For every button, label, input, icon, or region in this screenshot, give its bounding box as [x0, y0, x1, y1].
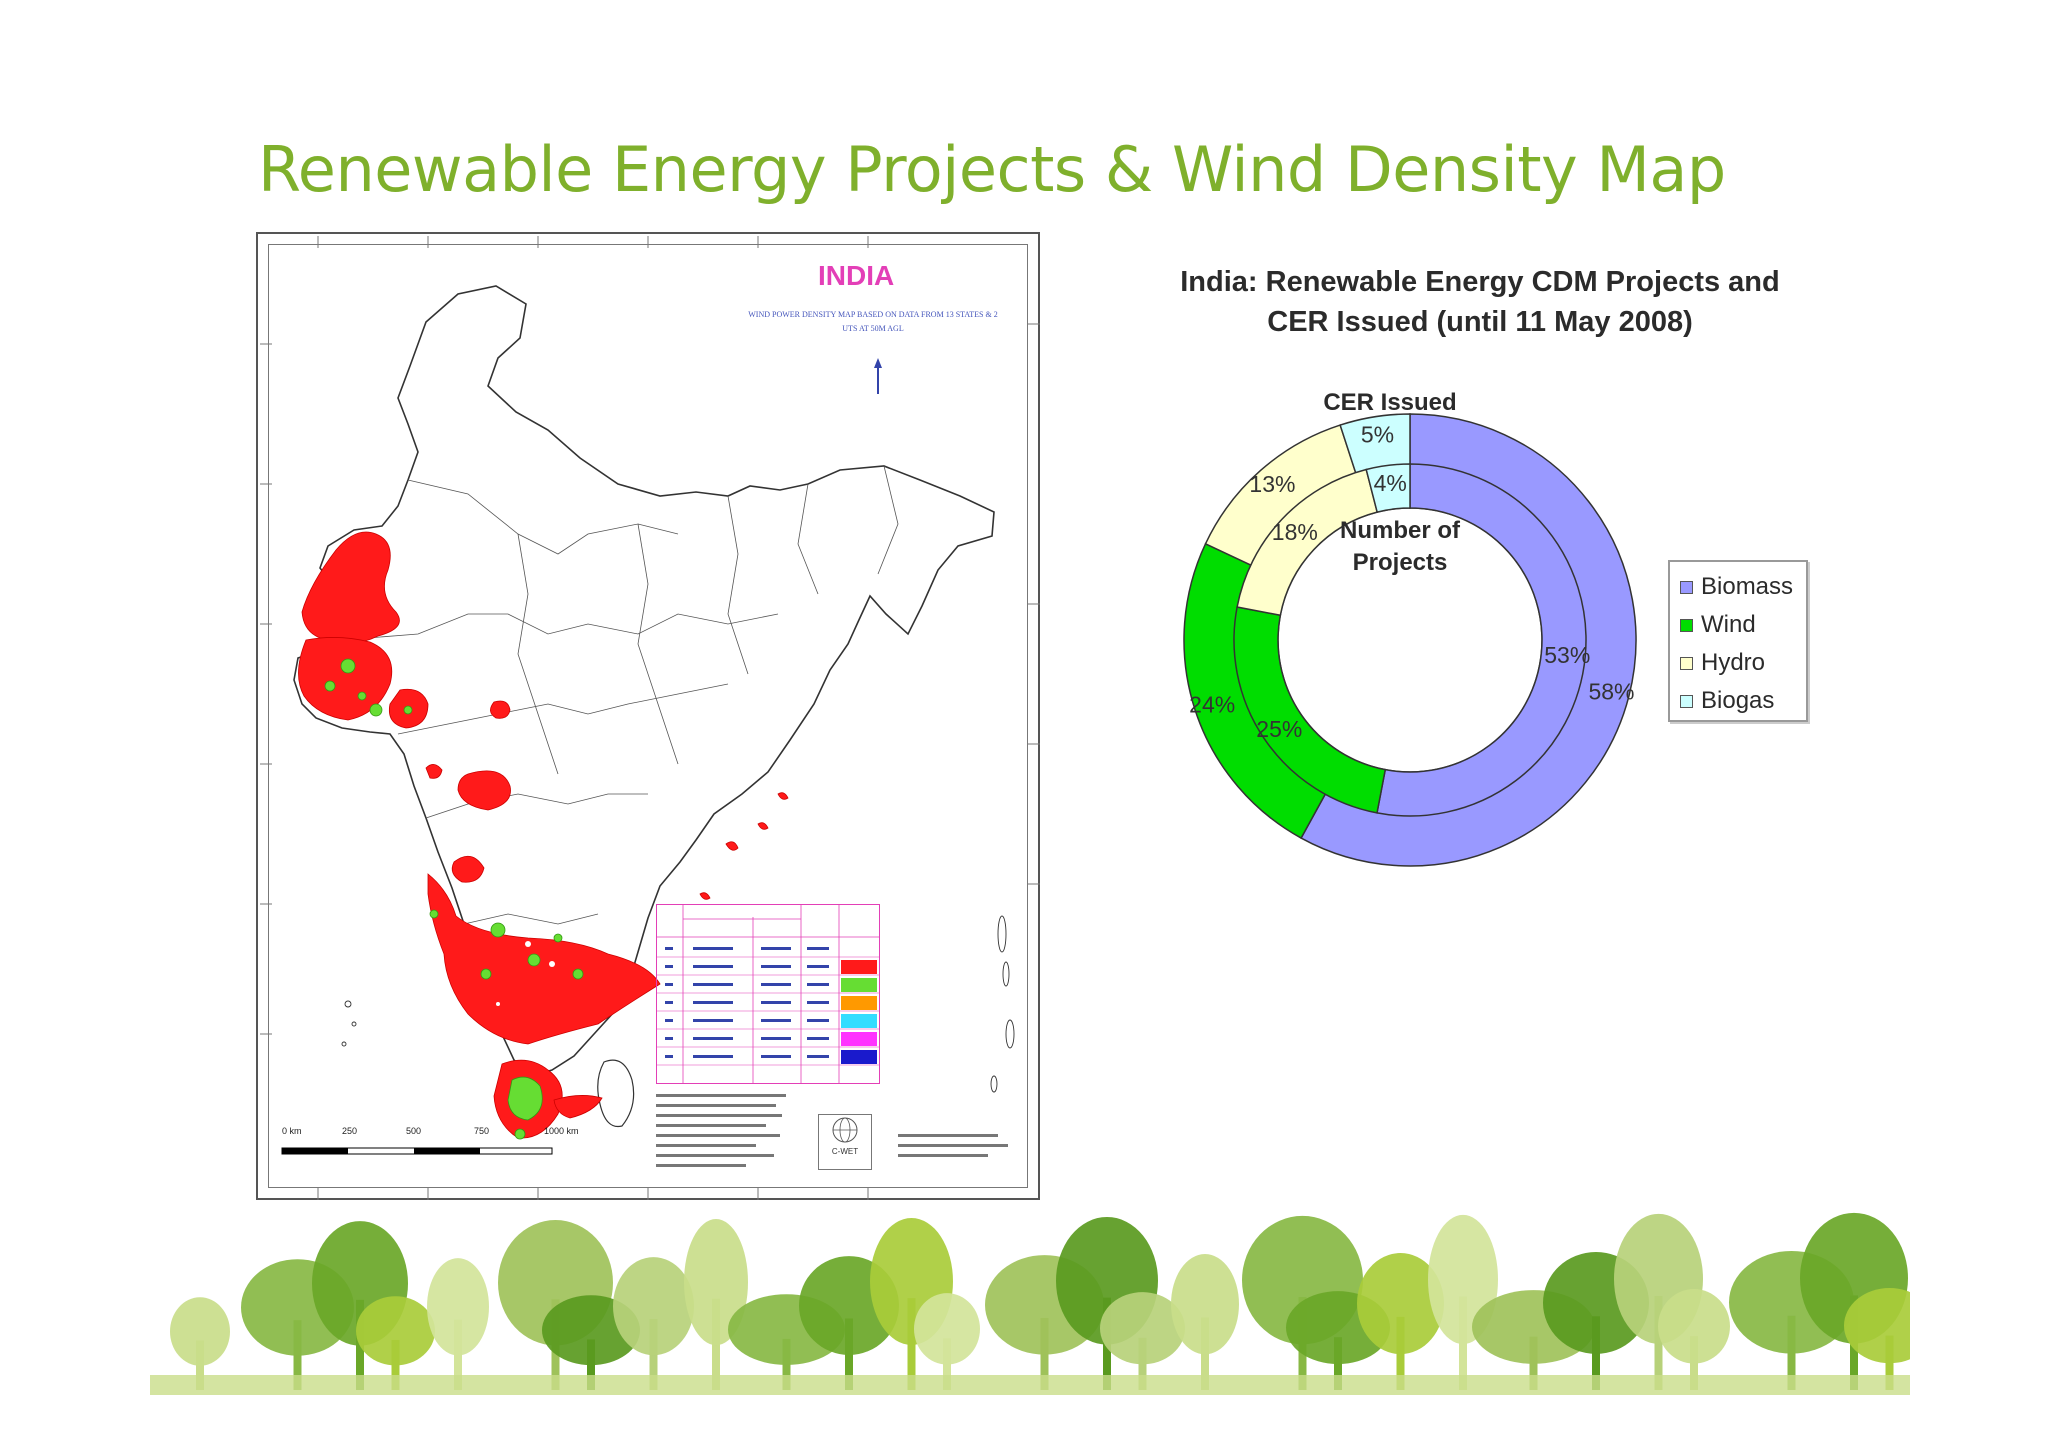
- legend-row-text: [693, 1037, 733, 1040]
- legend-row-text: [665, 965, 673, 968]
- grass-strip: [150, 1375, 1910, 1395]
- tree-icon: [1658, 1289, 1730, 1390]
- legend-item-wind: Wind: [1680, 608, 1756, 642]
- legend-item-hydro: Hydro: [1680, 646, 1765, 680]
- legend-swatch: [1680, 656, 1693, 670]
- chart-title-line: CER Issued (until 11 May 2008): [1267, 306, 1693, 338]
- slice-label: 53%: [1544, 642, 1590, 668]
- map-title: INDIA: [818, 260, 895, 291]
- legend-swatch: [1680, 618, 1693, 632]
- scale-label: 250: [342, 1126, 358, 1136]
- scale-label: 500: [406, 1126, 422, 1136]
- logo-text: C-WET: [831, 1147, 859, 1156]
- legend-row-text: [665, 983, 673, 986]
- legend-row-text: [693, 1055, 733, 1058]
- donut-chart: 58% 24% 13% 5% 53% 25% 18% 4% CER Issued Number…: [1183, 389, 1637, 867]
- legend-row-text: [665, 1001, 673, 1004]
- wind-class-swatch: [841, 978, 877, 992]
- legend-row-text: [761, 1019, 791, 1022]
- slice-label: 4%: [1374, 470, 1407, 496]
- legend-label: Wind: [1701, 611, 1756, 638]
- slice-label: 58%: [1588, 679, 1634, 705]
- legend-row-text: [693, 1019, 733, 1022]
- legend-label: Biomass: [1701, 573, 1794, 600]
- wind-class-swatch: [841, 1050, 877, 1064]
- legend-swatch: [1680, 694, 1693, 708]
- india-map-graphic: [260, 236, 1040, 1200]
- chart-legend: Biomass Wind Hydro Biogas: [1668, 560, 1808, 722]
- tree-silhouette-banner: [150, 1212, 1910, 1395]
- legend-row-text: [665, 1037, 673, 1040]
- legend-row-text: [693, 947, 733, 950]
- scale-label: 0 km: [282, 1126, 302, 1136]
- tree-icon: [1428, 1214, 1498, 1390]
- slice-label: 25%: [1256, 716, 1302, 742]
- tree-icon: [1844, 1288, 1910, 1390]
- donut-slice-biogas-inner: [1365, 463, 1411, 514]
- legend-row-text: [761, 1037, 791, 1040]
- inner-ring-label-line: Number of: [1340, 517, 1461, 544]
- tree-icon: [1171, 1254, 1239, 1390]
- slice-label: 24%: [1189, 691, 1235, 717]
- legend-item-biomass: Biomass: [1680, 570, 1793, 604]
- wind-class-swatch: [841, 1032, 877, 1046]
- slice-label: 5%: [1361, 422, 1394, 448]
- tree-icon: [1100, 1292, 1185, 1390]
- legend-row-text: [761, 947, 791, 950]
- donut-slice-biomass-inner: [1376, 463, 1587, 817]
- slice-label: 13%: [1249, 471, 1295, 497]
- legend-row-text: [807, 1055, 829, 1058]
- inner-ring-label-line: Projects: [1353, 549, 1448, 576]
- tree-icon: [356, 1296, 435, 1390]
- scale-label: 750: [474, 1126, 490, 1136]
- outer-ring-label: CER Issued: [1323, 389, 1456, 416]
- country-outline: [293, 285, 995, 1077]
- slide-title: Renewable Energy Projects & Wind Density…: [258, 133, 1726, 206]
- legend-row-text: [761, 1055, 791, 1058]
- legend-label: Biogas: [1701, 687, 1775, 714]
- slice-label: 18%: [1272, 519, 1318, 545]
- legend-row-text: [665, 947, 673, 950]
- chart-title: India: Renewable Energy CDM Projects and…: [1100, 262, 1860, 342]
- legend-item-biogas: Biogas: [1680, 684, 1774, 718]
- cwet-logo: C-WET: [818, 1114, 872, 1170]
- wind-class-swatch: [841, 996, 877, 1010]
- globe-icon: [832, 1117, 858, 1143]
- tree-icon: [613, 1257, 694, 1390]
- chart-title-line: India: Renewable Energy CDM Projects and: [1180, 266, 1780, 298]
- legend-row-text: [665, 1019, 673, 1022]
- legend-row-text: [807, 983, 829, 986]
- legend-row-text: [693, 1001, 733, 1004]
- legend-swatch: [1680, 580, 1693, 594]
- tree-icon: [170, 1297, 230, 1390]
- wind-density-map: INDIA WIND POWER DENSITY MAP BASED ON DA…: [256, 232, 1040, 1200]
- scale-label: 1000 km: [544, 1126, 579, 1136]
- wind-class-swatch: [841, 960, 877, 974]
- tree-icon: [914, 1293, 980, 1390]
- tree-icon: [427, 1258, 489, 1390]
- wind-class-swatch: [841, 1014, 877, 1028]
- legend-row-text: [807, 1037, 829, 1040]
- legend-row-text: [807, 965, 829, 968]
- legend-row-text: [693, 965, 733, 968]
- tree-icon: [684, 1219, 748, 1390]
- legend-row-text: [807, 947, 829, 950]
- legend-row-text: [807, 1001, 829, 1004]
- legend-row-text: [665, 1055, 673, 1058]
- legend-row-text: [693, 983, 733, 986]
- legend-row-text: [761, 1001, 791, 1004]
- tree-icon: [1357, 1253, 1444, 1390]
- legend-row-text: [761, 965, 791, 968]
- legend-label: Hydro: [1701, 649, 1766, 676]
- legend-row-text: [761, 983, 791, 986]
- wind-class-legend: [656, 904, 880, 1084]
- map-subtitle: WIND POWER DENSITY MAP BASED ON DATA FRO…: [748, 310, 998, 333]
- legend-row-text: [807, 1019, 829, 1022]
